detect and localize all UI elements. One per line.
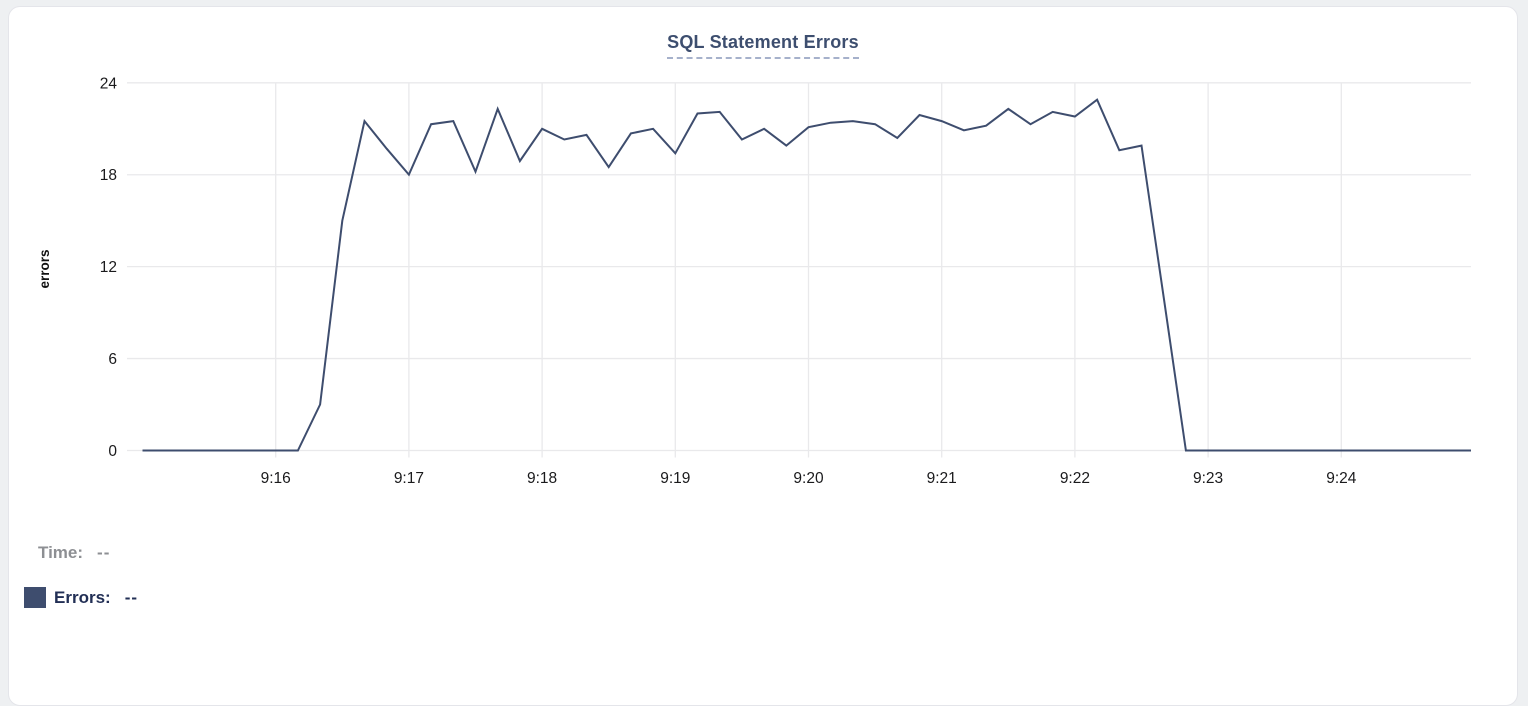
legend-row-errors: Errors: --: [24, 587, 138, 608]
time-label: Time:: [38, 543, 84, 562]
gridlines: [127, 82, 1471, 458]
svg-text:9:20: 9:20: [793, 470, 824, 487]
svg-text:18: 18: [100, 167, 117, 184]
line-chart[interactable]: 0 6 12 18 24 9:16 9:17 9:18 9:19 9:20 9:21 9:22 9:2…: [9, 7, 1519, 512]
svg-text:9:22: 9:22: [1060, 470, 1090, 487]
svg-text:9:23: 9:23: [1193, 470, 1223, 487]
y-axis-title: errors: [37, 249, 52, 288]
x-tick-labels: 9:16 9:17 9:18 9:19 9:20 9:21 9:22 9:23 9:24: [261, 470, 1357, 487]
errors-value: --: [124, 587, 139, 607]
svg-text:9:21: 9:21: [927, 470, 957, 487]
chart-header: SQL Statement Errors: [9, 32, 1517, 59]
svg-text:0: 0: [108, 443, 117, 460]
y-tick-labels: 0 6 12 18 24: [100, 75, 118, 460]
svg-text:9:24: 9:24: [1326, 470, 1357, 487]
svg-text:6: 6: [108, 351, 117, 368]
svg-text:9:16: 9:16: [261, 470, 291, 487]
errors-label: Errors:: [54, 587, 111, 607]
chart-card: SQL Statement Errors 0 6 12 18 24 9:16 9:17 9:…: [8, 6, 1518, 706]
chart-title[interactable]: SQL Statement Errors: [667, 32, 859, 59]
svg-text:24: 24: [100, 75, 118, 92]
errors-series-line: [142, 98, 1471, 452]
svg-text:errors: errors: [37, 249, 52, 288]
svg-text:9:18: 9:18: [527, 470, 557, 487]
svg-text:9:17: 9:17: [394, 470, 424, 487]
time-value: --: [97, 543, 111, 562]
errors-series-swatch: [24, 587, 46, 608]
svg-text:9:19: 9:19: [660, 470, 690, 487]
legend-row-time: Time: --: [38, 543, 110, 563]
svg-text:12: 12: [100, 259, 117, 276]
